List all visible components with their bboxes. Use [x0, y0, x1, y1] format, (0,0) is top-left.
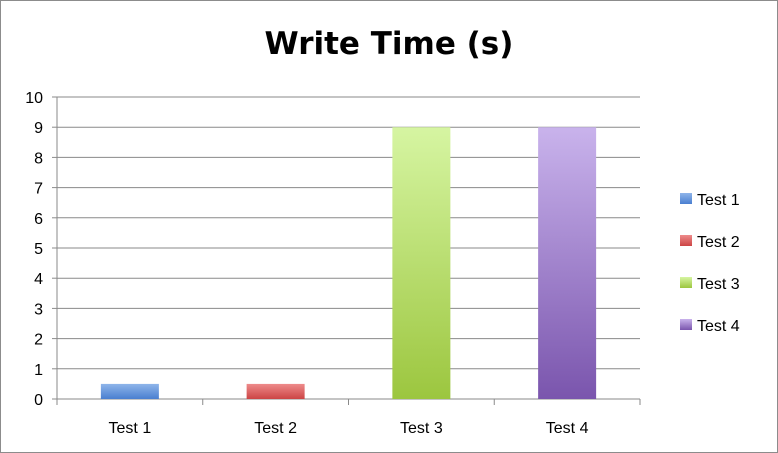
legend-item: Test 4	[680, 318, 740, 335]
legend-label: Test 3	[697, 276, 740, 293]
legend-item: Test 1	[680, 192, 740, 209]
legend-item: Test 2	[680, 234, 740, 251]
x-tick-label: Test 3	[400, 420, 443, 437]
bar-test-2	[246, 383, 305, 399]
y-tick-label: 3	[34, 301, 43, 318]
legend-label: Test 1	[697, 192, 740, 209]
bar-test-3	[392, 127, 451, 399]
y-tick-label: 6	[34, 211, 43, 228]
y-tick-label: 4	[34, 271, 43, 288]
legend-swatch	[680, 235, 692, 246]
x-tick-label: Test 1	[109, 420, 152, 437]
legend-swatch	[680, 319, 692, 330]
y-tick-labels: 0 1 2 3 4 5 6 7 8 9 10	[25, 90, 43, 409]
y-tick-label: 10	[25, 90, 43, 107]
legend-item: Test 3	[680, 276, 740, 293]
legend: Test 1 Test 2 Test 3 Test 4	[680, 192, 740, 335]
y-tick-label: 8	[34, 150, 43, 167]
legend-swatch	[680, 277, 692, 288]
bar-test-4	[538, 127, 597, 399]
chart-title: Write Time (s)	[264, 26, 514, 62]
x-tick-label: Test 2	[254, 420, 297, 437]
legend-swatch	[680, 193, 692, 204]
legend-label: Test 4	[697, 318, 740, 335]
legend-label: Test 2	[697, 234, 740, 251]
y-tick-label: 5	[34, 241, 43, 258]
y-tick-label: 0	[34, 392, 43, 409]
bars	[100, 127, 597, 399]
x-tick-label: Test 4	[546, 420, 589, 437]
bar-test-1	[100, 383, 159, 399]
y-tick-label: 1	[34, 362, 43, 379]
x-tick-labels: Test 1 Test 2 Test 3 Test 4	[109, 420, 589, 437]
y-tick-label: 2	[34, 332, 43, 349]
y-tick-label: 9	[34, 120, 43, 137]
y-tick-label: 7	[34, 181, 43, 198]
